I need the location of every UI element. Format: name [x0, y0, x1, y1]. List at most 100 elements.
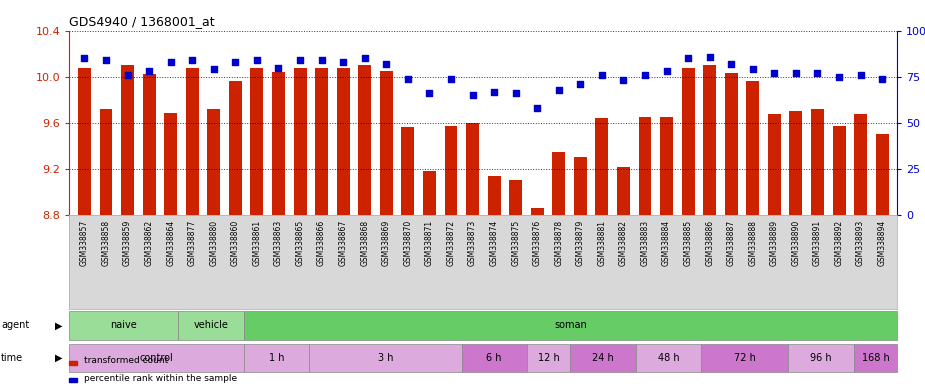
- Bar: [243, 344, 309, 372]
- Bar: [121, 65, 134, 215]
- Bar: [703, 65, 716, 215]
- Bar: [358, 65, 371, 215]
- Text: ▶: ▶: [55, 353, 62, 363]
- Bar: [725, 73, 738, 215]
- Point: [401, 76, 415, 82]
- Bar: [228, 81, 241, 215]
- Text: GSM338872: GSM338872: [447, 220, 455, 266]
- Text: GSM338863: GSM338863: [274, 220, 283, 266]
- Text: GSM338865: GSM338865: [296, 220, 304, 266]
- Bar: [337, 68, 350, 215]
- Text: soman: soman: [554, 320, 586, 331]
- Text: GSM338886: GSM338886: [705, 220, 714, 266]
- Bar: [574, 157, 586, 215]
- Point: [616, 78, 631, 84]
- Text: 96 h: 96 h: [810, 353, 832, 363]
- Point: [444, 76, 459, 82]
- Bar: [179, 311, 243, 340]
- Bar: [69, 344, 243, 372]
- Point: [292, 57, 307, 63]
- Text: percentile rank within the sample: percentile rank within the sample: [84, 374, 238, 383]
- Point: [551, 87, 566, 93]
- Bar: [768, 114, 781, 215]
- Text: GSM338882: GSM338882: [619, 220, 628, 266]
- Text: GSM338877: GSM338877: [188, 220, 197, 266]
- Bar: [701, 344, 788, 372]
- Point: [810, 70, 825, 76]
- Text: GSM338862: GSM338862: [144, 220, 154, 266]
- Text: 12 h: 12 h: [537, 353, 560, 363]
- Text: 72 h: 72 h: [734, 353, 756, 363]
- Bar: [309, 344, 462, 372]
- Bar: [251, 68, 264, 215]
- Point: [530, 105, 545, 111]
- Bar: [552, 152, 565, 215]
- Point: [142, 68, 156, 74]
- Text: GSM338873: GSM338873: [468, 220, 477, 266]
- Bar: [682, 68, 695, 215]
- Text: 6 h: 6 h: [487, 353, 502, 363]
- Bar: [380, 71, 393, 215]
- Bar: [315, 68, 328, 215]
- Point: [746, 66, 760, 73]
- Bar: [617, 167, 630, 215]
- Bar: [186, 68, 199, 215]
- Bar: [635, 344, 701, 372]
- Bar: [660, 117, 673, 215]
- Bar: [531, 208, 544, 215]
- Point: [681, 55, 696, 61]
- Point: [99, 57, 114, 63]
- Bar: [293, 68, 306, 215]
- Text: GSM338864: GSM338864: [166, 220, 175, 266]
- Bar: [243, 311, 897, 340]
- Bar: [445, 126, 458, 215]
- Point: [422, 90, 437, 96]
- Text: GSM338888: GSM338888: [748, 220, 758, 266]
- Text: GSM338881: GSM338881: [598, 220, 607, 266]
- Text: GSM338893: GSM338893: [857, 220, 865, 266]
- Text: GSM338879: GSM338879: [576, 220, 585, 266]
- Point: [206, 66, 221, 73]
- Text: GSM338890: GSM338890: [792, 220, 800, 266]
- Bar: [487, 176, 500, 215]
- Text: GSM338891: GSM338891: [813, 220, 822, 266]
- Point: [487, 88, 501, 94]
- Bar: [746, 81, 759, 215]
- Text: agent: agent: [1, 320, 30, 331]
- Point: [875, 76, 890, 82]
- Point: [164, 59, 179, 65]
- Point: [573, 81, 587, 87]
- Point: [832, 74, 846, 80]
- Text: GSM338860: GSM338860: [231, 220, 240, 266]
- Point: [724, 61, 739, 67]
- Point: [271, 65, 286, 71]
- Point: [314, 57, 329, 63]
- Bar: [165, 113, 178, 215]
- Bar: [78, 68, 91, 215]
- Text: GSM338874: GSM338874: [489, 220, 499, 266]
- Bar: [462, 344, 527, 372]
- Text: GSM338868: GSM338868: [360, 220, 369, 266]
- Text: GSM338858: GSM338858: [102, 220, 110, 266]
- Text: 168 h: 168 h: [861, 353, 889, 363]
- Bar: [811, 109, 824, 215]
- Bar: [788, 344, 854, 372]
- Text: GSM338870: GSM338870: [403, 220, 413, 266]
- Text: GSM338876: GSM338876: [533, 220, 542, 266]
- Bar: [466, 123, 479, 215]
- Bar: [509, 180, 522, 215]
- Bar: [272, 72, 285, 215]
- Bar: [423, 171, 436, 215]
- Point: [250, 57, 265, 63]
- Text: control: control: [140, 353, 173, 363]
- Text: GSM338885: GSM338885: [684, 220, 693, 266]
- Bar: [100, 109, 113, 215]
- Point: [853, 72, 868, 78]
- Text: GSM338869: GSM338869: [382, 220, 390, 266]
- Bar: [832, 126, 845, 215]
- Point: [357, 55, 372, 61]
- Point: [637, 72, 652, 78]
- Point: [465, 92, 480, 98]
- Bar: [142, 74, 155, 215]
- Text: GSM338892: GSM338892: [834, 220, 844, 266]
